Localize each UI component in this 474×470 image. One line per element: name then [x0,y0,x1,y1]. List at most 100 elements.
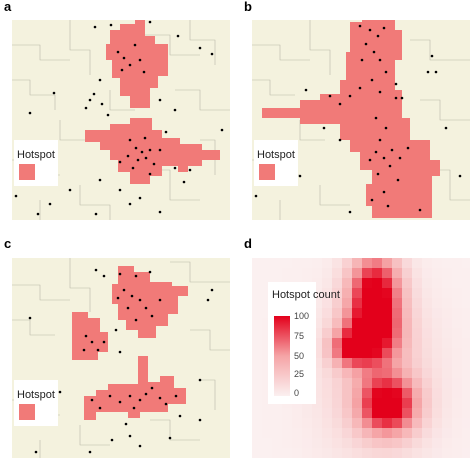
heatmap-cell [382,438,392,448]
heatmap-cell [332,378,342,388]
heatmap-cell [262,368,272,378]
heatmap-cell [402,258,412,268]
heatmap-cell [332,398,342,408]
heatmap-cell [372,298,382,308]
heatmap-cell [322,288,332,298]
heatmap-cell [422,338,432,348]
heatmap-cell [402,418,412,428]
heatmap-cell [382,418,392,428]
heatmap-cell [352,348,362,358]
heatmap-cell [302,258,312,268]
heatmap-cell [252,428,262,438]
heatmap-cell [332,298,342,308]
heatmap-cell [312,438,322,448]
heatmap-cell [382,388,392,398]
heatmap-cell [412,358,422,368]
heatmap-cell [372,418,382,428]
heatmap-cell [392,428,402,438]
heatmap-cell [282,258,292,268]
heatmap-cell [342,438,352,448]
heatmap-cell [372,448,382,458]
heatmap-cell [352,448,362,458]
heatmap-cell [342,428,352,438]
heatmap-cell [412,398,422,408]
heatmap-cell [412,318,422,328]
heatmap-cell [312,288,322,298]
heatmap-cell [392,448,402,458]
heatmap-cell [422,448,432,458]
heatmap-cell [432,348,442,358]
heatmap-cell [262,358,272,368]
heatmap-cell [452,448,462,458]
heatmap-cell [402,298,412,308]
heatmap-cell [322,298,332,308]
heatmap-cell [332,268,342,278]
heatmap-cell [422,378,432,388]
heatmap-cell [292,448,302,458]
heatmap-cell [442,388,452,398]
heatmap-cell [442,318,452,328]
heatmap-cell [322,408,332,418]
heatmap-cell [312,398,322,408]
heatmap-cell [262,308,272,318]
heatmap-cell [362,278,372,288]
heatmap-cell [282,448,292,458]
heatmap-cell [272,448,282,458]
heatmap-cell [412,388,422,398]
heatmap-cell [392,338,402,348]
heatmap-cell [402,358,412,368]
heatmap-cell [332,348,342,358]
heatmap-cell [342,338,352,348]
heatmap-cell [252,398,262,408]
heatmap-cell [352,408,362,418]
heatmap-cell [342,258,352,268]
heatmap-cell [402,398,412,408]
legend-colorbar [274,316,290,396]
heatmap-cell [432,338,442,348]
heatmap-cell [312,418,322,428]
heatmap-cell [322,368,332,378]
heatmap-cell [402,438,412,448]
heatmap-cell [372,308,382,318]
heatmap-cell [302,448,312,458]
heatmap-cell [252,378,262,388]
heatmap-cell [442,438,452,448]
heatmap-cell [412,408,422,418]
heatmap-cell [332,448,342,458]
heatmap-cell [332,258,342,268]
hotspot-region-c-north [112,266,188,338]
heatmap-cell [312,408,322,418]
heatmap-cell [342,308,352,318]
heatmap-cell [402,368,412,378]
heatmap-cell [252,408,262,418]
heatmap-cell [452,348,462,358]
heatmap-cell [332,328,342,338]
heatmap-cell [262,318,272,328]
heatmap-cell [252,358,262,368]
heatmap-cell [422,298,432,308]
heatmap-cell [382,368,392,378]
heatmap-cell [372,378,382,388]
heatmap-cell [432,298,442,308]
heatmap-cell [312,338,322,348]
heatmap-cell [422,328,432,338]
heatmap-cell [372,348,382,358]
heatmap-cell [422,268,432,278]
heatmap-cell [262,258,272,268]
heatmap-cell [302,268,312,278]
heatmap-cell [362,388,372,398]
hotspot-region-a-north [106,20,168,108]
heatmap-cell [432,278,442,288]
heatmap-cell [362,438,372,448]
heatmap-cell [452,318,462,328]
heatmap-cell [442,278,452,288]
heatmap-cell [382,318,392,328]
heatmap-cell [462,298,470,308]
heatmap-cell [442,288,452,298]
heatmap-cell [382,448,392,458]
heatmap-cell [372,428,382,438]
heatmap-cell [412,448,422,458]
heatmap-cell [392,438,402,448]
heatmap-cell [302,428,312,438]
heatmap-cell [342,448,352,458]
